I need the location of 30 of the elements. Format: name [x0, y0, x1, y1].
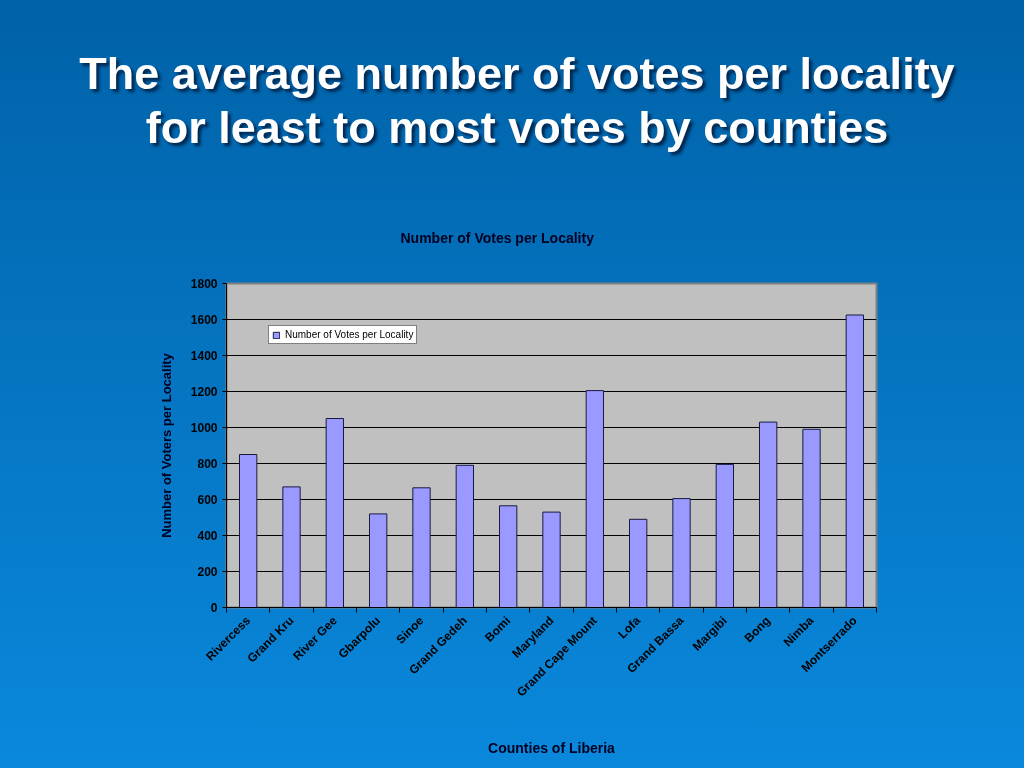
legend-label: Number of Votes per Locality — [285, 329, 414, 340]
x-axis-title: Counties of Liberia — [488, 740, 616, 757]
y-axis-title: Number of Voters per Locality — [158, 352, 174, 538]
y-tick-label: 1600 — [190, 313, 218, 327]
bar — [672, 498, 691, 608]
y-tick-label: 400 — [197, 529, 218, 543]
chart-title: The average number of votes per locality for least to most votes by counties — [78, 47, 956, 155]
y-tick-label: 200 — [197, 565, 218, 579]
bar — [629, 518, 648, 608]
bar — [759, 421, 778, 608]
y-tick-label: 800 — [197, 457, 218, 471]
bar — [585, 390, 604, 608]
y-tick-label: 1200 — [190, 385, 218, 399]
bar — [499, 505, 518, 608]
bar — [282, 486, 301, 608]
bar — [455, 464, 474, 608]
bar — [542, 511, 561, 608]
bar — [412, 487, 431, 608]
bar — [802, 428, 821, 608]
y-tick-label: 1800 — [190, 277, 218, 291]
bar — [239, 454, 258, 608]
bar — [369, 513, 388, 608]
y-tick-label: 1000 — [190, 421, 218, 435]
y-tick-label: 600 — [197, 493, 218, 507]
bar — [325, 418, 344, 608]
bar — [715, 463, 734, 608]
y-tick-label: 1400 — [190, 349, 218, 363]
chart-subtitle: Number of Votes per Locality — [400, 230, 595, 246]
y-tick-label: 0 — [210, 601, 218, 615]
bar — [845, 314, 864, 608]
